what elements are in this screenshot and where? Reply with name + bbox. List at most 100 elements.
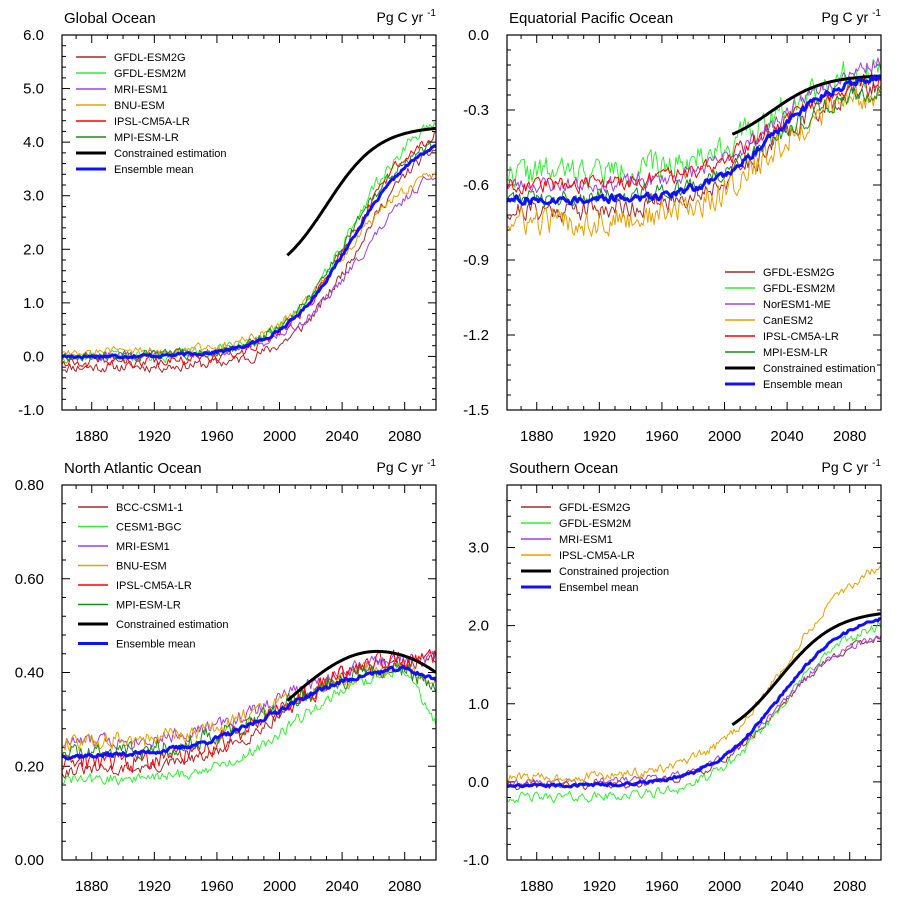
- legend-label: GFDL-ESM2M: [559, 518, 631, 530]
- x-tick-label: 1960: [200, 878, 233, 895]
- legend-label: GFDL-ESM2M: [763, 283, 835, 295]
- y-tick-label: -0.6: [463, 177, 489, 194]
- x-tick-label: 2040: [325, 878, 358, 895]
- series-line-bnu-esm: [62, 171, 436, 358]
- series-line-gfdl-esm2g: [507, 75, 881, 223]
- y-tick-label: 0.40: [15, 665, 44, 682]
- x-tick-label: 1920: [138, 878, 171, 895]
- series-line-ipsl-cm5a-lr: [507, 564, 881, 784]
- y-tick-label: 6.0: [23, 27, 44, 44]
- y-tick-label: 3.0: [23, 188, 44, 205]
- unit-label: Pg C yr -1: [377, 458, 437, 475]
- legend-label: Constrained estimation: [763, 363, 876, 375]
- x-tick-label: 1880: [520, 428, 553, 445]
- equatorial-pacific-ocean-panel: Equatorial Pacific Ocean Pg C yr -1 -1.5 -1…: [463, 8, 882, 445]
- x-tick-label: 2080: [388, 428, 421, 445]
- x-tick-label: 1960: [645, 878, 678, 895]
- x-tick-label: 1920: [583, 878, 616, 895]
- series-line-ensemble-mean: [62, 144, 436, 360]
- north-atlantic-ocean-panel: North Atlantic Ocean Pg C yr -1 0.00 0.20 0.…: [15, 458, 437, 895]
- x-tick-label: 1960: [200, 428, 233, 445]
- legend-label: GFDL-ESM2G: [114, 52, 186, 64]
- y-tick-label: -1.2: [463, 327, 489, 344]
- x-tick-label: 2080: [833, 878, 866, 895]
- legend-label: MRI-ESM1: [559, 534, 613, 546]
- y-tick-label: 0.0: [468, 774, 489, 791]
- y-tick-label: 0.80: [15, 477, 44, 494]
- unit-label: Pg C yr -1: [822, 8, 882, 25]
- series-lines: [507, 57, 881, 237]
- y-tick-label: -1.5: [463, 402, 489, 419]
- legend-label: BNU-ESM: [116, 561, 167, 573]
- legend-label: BNU-ESM: [114, 100, 165, 112]
- x-tick-label: 1880: [75, 878, 108, 895]
- series-line-ensembel-mean: [507, 617, 881, 789]
- legend-label: MPI-ESM-LR: [763, 347, 828, 359]
- legend-label: IPSL-CM5A-LR: [559, 550, 635, 562]
- plot-frame: [506, 484, 882, 861]
- y-tick-label: -0.3: [463, 102, 489, 119]
- x-tick-label: 1880: [520, 878, 553, 895]
- x-tick-label: 2080: [833, 428, 866, 445]
- series-line-ensemble-mean: [507, 74, 881, 206]
- series-line-bnu-esm: [62, 661, 436, 753]
- y-tick-label: 0.0: [468, 27, 489, 44]
- plot-frame: [61, 484, 437, 861]
- plot-frame: [61, 34, 437, 411]
- x-tick-label: 2000: [263, 878, 296, 895]
- legend-label: GFDL-ESM2M: [114, 68, 186, 80]
- x-tick-label: 2000: [708, 878, 741, 895]
- x-tick-label: 1920: [583, 428, 616, 445]
- series-line-mri-esm1: [62, 176, 436, 362]
- y-tick-label: 4.0: [23, 134, 44, 151]
- legend-label: Ensemble mean: [116, 639, 196, 651]
- y-tick-label: -1.0: [463, 852, 489, 869]
- series-line-mpi-esm-lr: [62, 662, 436, 761]
- legend: BCC-CSM1-1 CESM1-BGC MRI-ESM1 BNU-ESM IPSL-C…: [78, 502, 229, 651]
- panel-title: Equatorial Pacific Ocean: [509, 10, 673, 27]
- southern-ocean-panel: Southern Ocean Pg C yr -1 -1.0 0.0 1.0 2.0 3.0…: [463, 458, 882, 895]
- legend-label: CanESM2: [763, 315, 813, 327]
- x-tick-label: 2040: [770, 428, 803, 445]
- global-ocean-panel: Global Ocean Pg C yr -1 -1.0 0.0 1.0 2.0 3.0 4.…: [18, 8, 437, 445]
- x-tick-label: 2040: [770, 878, 803, 895]
- legend-label: Ensemble mean: [114, 164, 194, 176]
- series-line-constrained-projection: [731, 612, 881, 726]
- legend-label: IPSL-CM5A-LR: [114, 116, 190, 128]
- legend-label: MPI-ESM-LR: [116, 600, 181, 612]
- legend-label: NorESM1-ME: [763, 299, 831, 311]
- legend: GFDL-ESM2G GFDL-ESM2M MRI-ESM1 BNU-ESM IPSL-…: [76, 52, 227, 176]
- y-tick-label: -0.9: [463, 252, 489, 269]
- series-line-gfdl-esm2g: [507, 635, 881, 791]
- series-line-gfdl-esm2m: [507, 622, 881, 804]
- series-line-constrained-estimation: [731, 74, 881, 136]
- y-tick-label: 1.0: [23, 295, 44, 312]
- legend: GFDL-ESM2G GFDL-ESM2M NorESM1-ME CanESM2 IPS…: [725, 267, 876, 391]
- panel-title: Global Ocean: [64, 10, 156, 27]
- legend-label: GFDL-ESM2G: [559, 502, 631, 514]
- series-line-mri-esm1: [62, 650, 436, 750]
- panel-title: Southern Ocean: [509, 460, 618, 477]
- y-tick-label: 2.0: [468, 618, 489, 635]
- y-tick-label: 0.60: [15, 571, 44, 588]
- legend-label: MPI-ESM-LR: [114, 132, 179, 144]
- series-line-mri-esm1: [507, 635, 881, 787]
- unit-label: Pg C yr -1: [822, 458, 882, 475]
- series-line-constrained-estimation: [286, 126, 436, 257]
- legend-label: CESM1-BGC: [116, 522, 181, 534]
- series-lines: [62, 649, 436, 786]
- x-tick-label: 2000: [708, 428, 741, 445]
- legend-label: GFDL-ESM2G: [763, 267, 835, 279]
- unit-label: Pg C yr -1: [377, 8, 437, 25]
- x-tick-label: 2080: [388, 878, 421, 895]
- legend-label: Ensemble mean: [763, 379, 843, 391]
- legend-label: IPSL-CM5A-LR: [763, 331, 839, 343]
- series-lines: [507, 564, 881, 804]
- y-tick-label: 0.0: [23, 348, 44, 365]
- x-tick-label: 1880: [75, 428, 108, 445]
- y-tick-label: 2.0: [23, 241, 44, 258]
- series-line-constrained-estimation: [286, 649, 436, 702]
- y-tick-label: 3.0: [468, 540, 489, 557]
- y-tick-label: 1.0: [468, 696, 489, 713]
